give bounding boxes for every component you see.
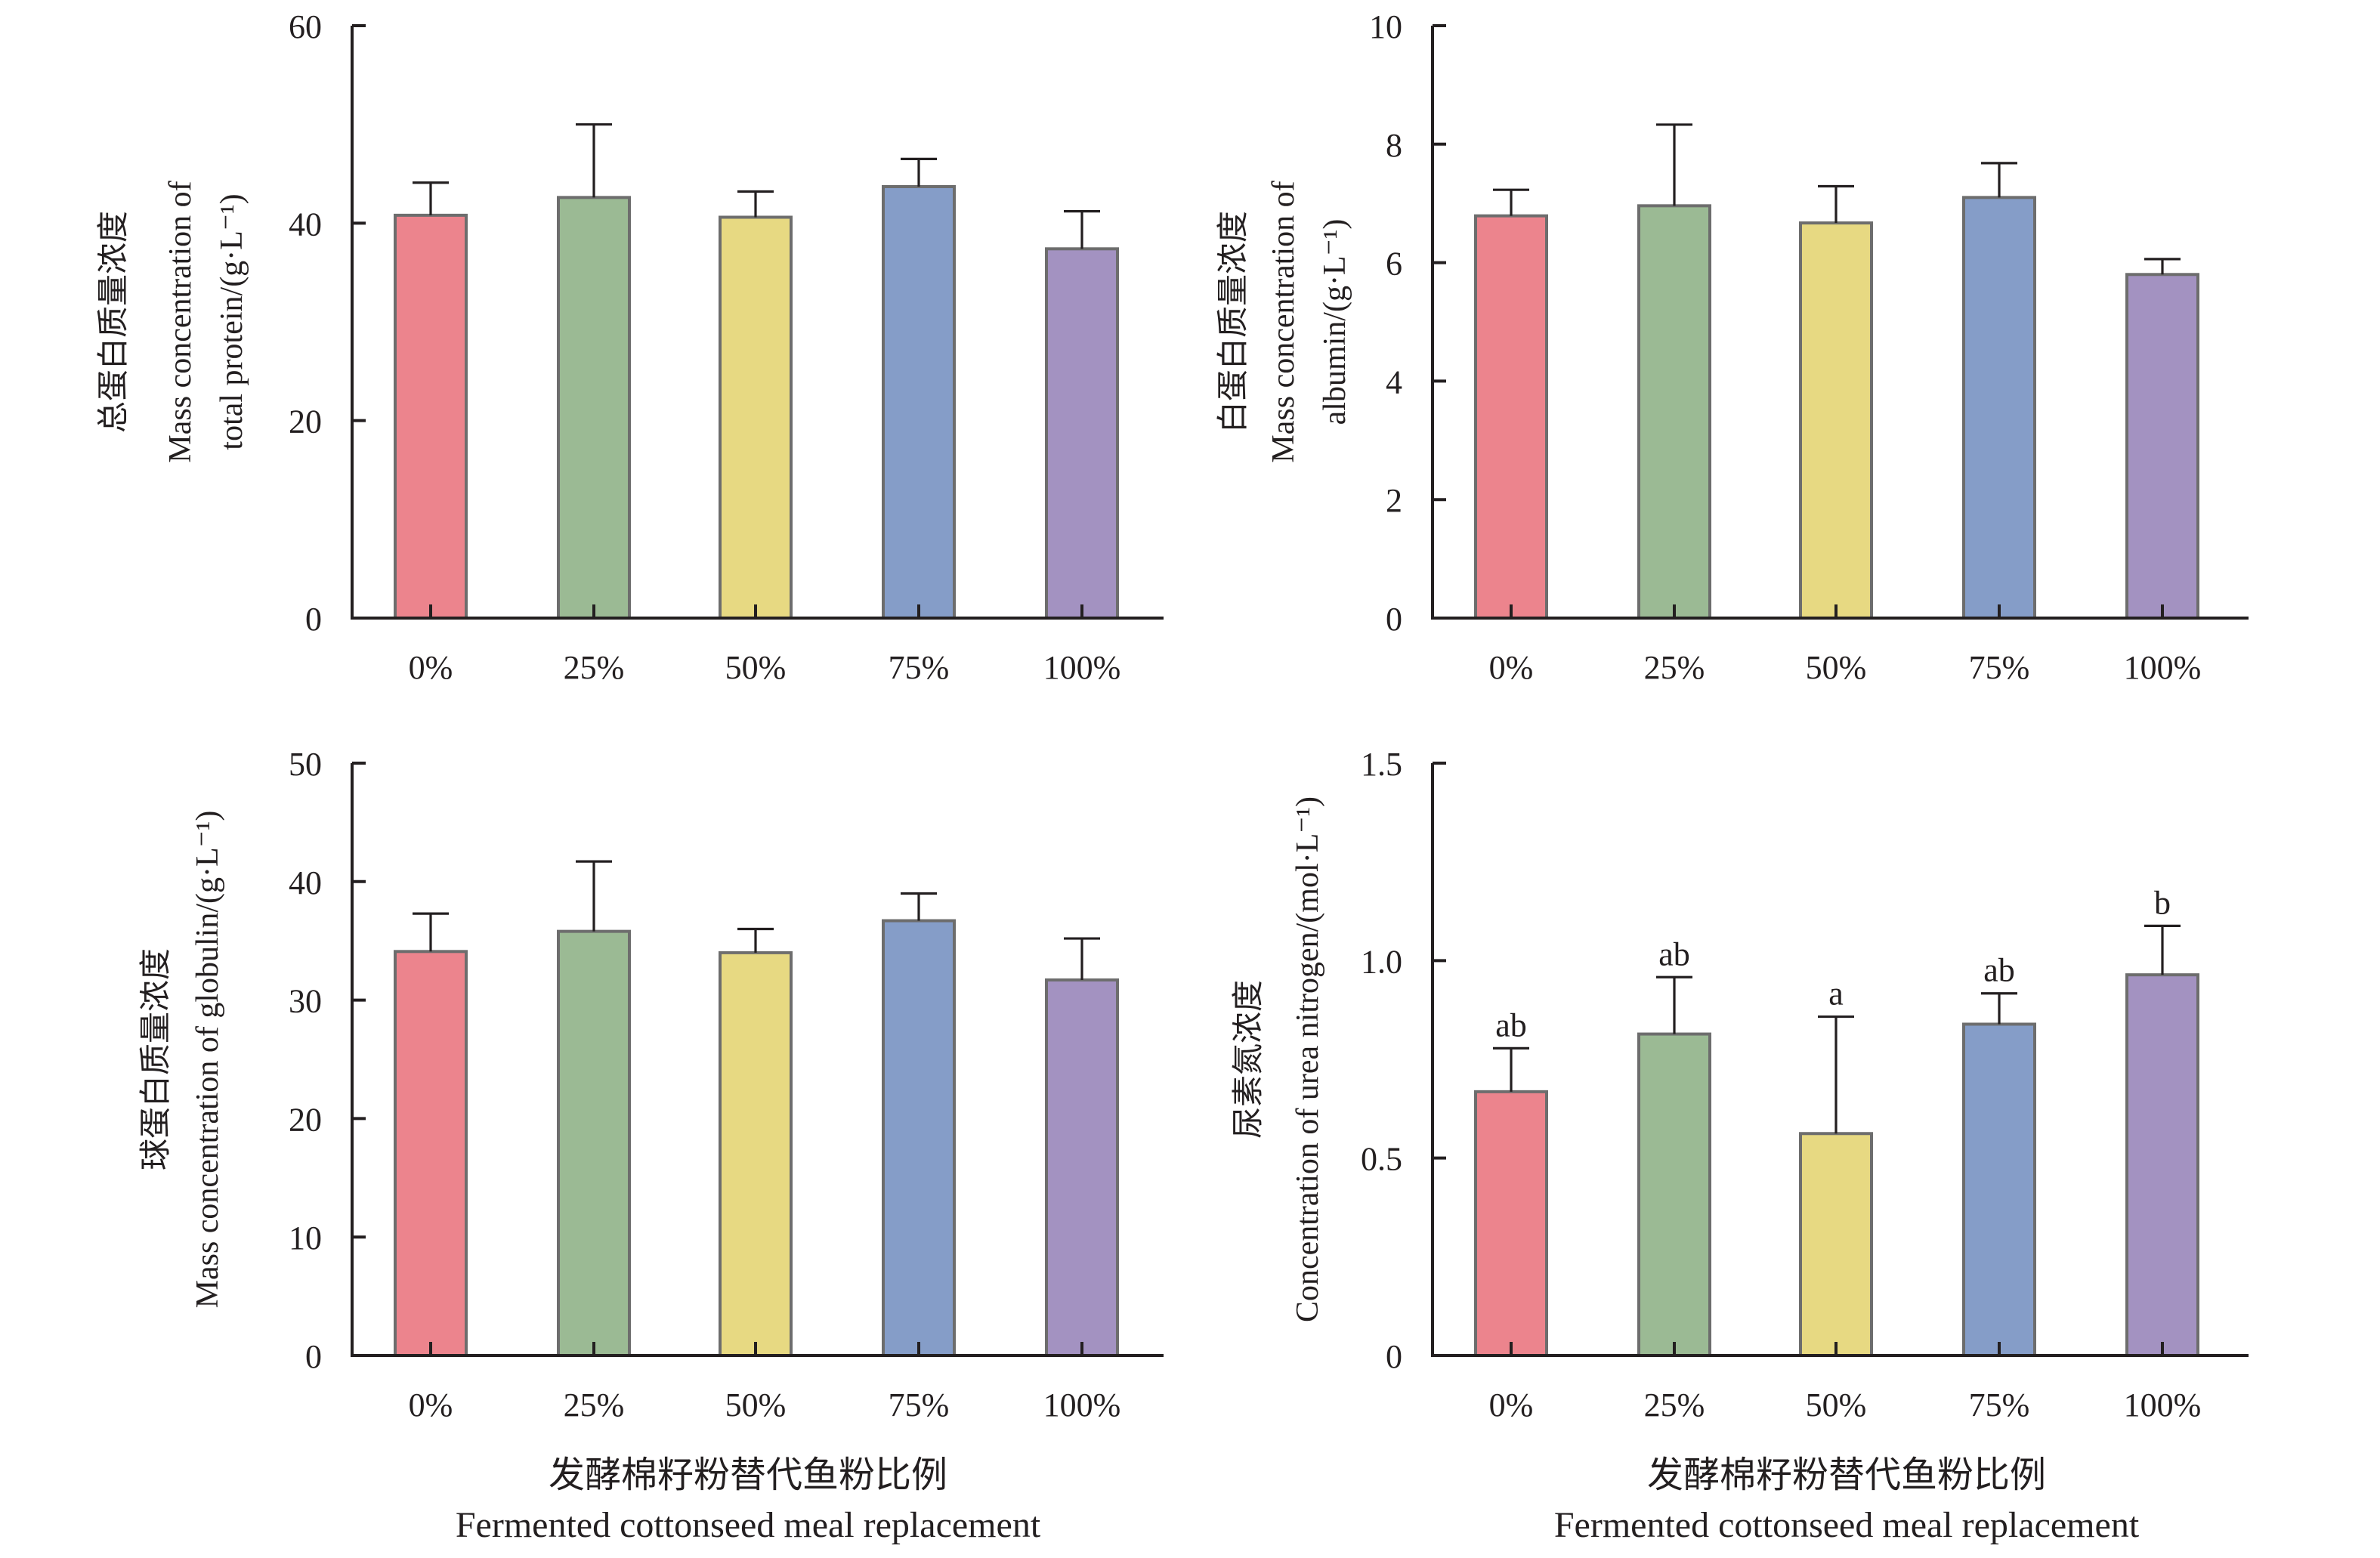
bar-albumin-4: [2125, 273, 2199, 620]
bar-total-protein-3: [882, 184, 956, 620]
y-tick-label: 6: [1386, 246, 1402, 283]
bar-urea-nitrogen-2: [1799, 1132, 1873, 1358]
x-tick-label: 75%: [889, 1386, 950, 1424]
x-tick-label: 75%: [1969, 649, 2030, 686]
y-axis-title-line: Mass concentration of: [1266, 181, 1301, 462]
x-tick-label: 100%: [2124, 1386, 2202, 1424]
bar-albumin-1: [1637, 204, 1711, 620]
panel-urea-nitrogen: 0% ab 25% ab 50% a 75% ab 100% b 0 0.5 1.0 1.5 尿素氮浓度 Co…: [1232, 746, 2249, 1424]
y-axis-title-line: 白蛋白质量浓度: [1216, 211, 1251, 433]
bar-urea-nitrogen-1: [1637, 1032, 1711, 1357]
x-tick-label: 100%: [1043, 1386, 1121, 1424]
panel-total-protein: 0% 25% 50% 75% 100% 0 20 40 60 总蛋白质量浓度 Mass concen…: [97, 8, 1164, 686]
y-tick-label: 0.5: [1361, 1141, 1402, 1178]
y-tick-label: 10: [1369, 8, 1402, 45]
significance-label: b: [2154, 884, 2171, 921]
x-tick-label: 25%: [564, 1386, 625, 1424]
x-tick-label: 25%: [1644, 649, 1705, 686]
y-axis-title-line: 球蛋白质量浓度: [139, 948, 174, 1170]
x-tick-label: 50%: [1806, 649, 1867, 686]
y-tick-label: 10: [289, 1220, 322, 1257]
bar-albumin-0: [1474, 214, 1548, 620]
bar-total-protein-2: [719, 215, 793, 620]
x-tick-label: 0%: [409, 1386, 453, 1424]
y-tick-label: 30: [289, 983, 322, 1020]
x-axis-title-en-left: Fermented cottonseed meal replacement: [456, 1505, 1041, 1545]
bar-globulin-2: [719, 951, 793, 1357]
x-tick-label: 50%: [1806, 1386, 1867, 1424]
bar-globulin-0: [394, 950, 468, 1357]
y-tick-label: 4: [1386, 363, 1402, 400]
y-axis-title-line: albumin/(g·L⁻¹): [1318, 219, 1352, 425]
y-tick-label: 2: [1386, 482, 1402, 519]
bar-albumin-3: [1962, 196, 2036, 620]
x-tick-label: 0%: [1489, 649, 1534, 686]
y-tick-label: 0: [305, 601, 322, 638]
bar-urea-nitrogen-0: [1474, 1090, 1548, 1357]
bar-urea-nitrogen-3: [1962, 1022, 2036, 1357]
y-tick-label: 1.5: [1361, 746, 1402, 783]
x-tick-label: 75%: [889, 649, 950, 686]
x-tick-label: 25%: [564, 649, 625, 686]
x-axis-title-cn-right: 发酵棉籽粉替代鱼粉比例: [1647, 1455, 2046, 1495]
significance-label: a: [1828, 975, 1844, 1012]
y-axis-title-line: Mass concentration of: [163, 181, 198, 462]
y-axis-title-line: Mass concentration of globulin/(g·L⁻¹): [190, 811, 225, 1309]
bar-globulin-4: [1045, 978, 1119, 1357]
y-tick-label: 0: [1386, 1338, 1402, 1375]
y-tick-label: 40: [289, 864, 322, 901]
x-tick-label: 100%: [2124, 649, 2202, 686]
bar-total-protein-4: [1045, 247, 1119, 620]
y-tick-label: 0: [1386, 601, 1402, 638]
y-axis-title-line: 总蛋白质量浓度: [97, 211, 131, 433]
significance-label: ab: [1658, 935, 1690, 972]
y-tick-label: 1.0: [1361, 943, 1402, 980]
y-axis-title-line: Concentration of urea nitrogen/(mol·L⁻¹): [1290, 796, 1325, 1322]
y-axis-title-line: total protein/(g·L⁻¹): [215, 193, 249, 450]
x-tick-label: 0%: [1489, 1386, 1534, 1424]
y-axis-title-line: 尿素氮浓度: [1232, 980, 1266, 1139]
x-tick-label: 50%: [725, 1386, 787, 1424]
y-tick-label: 8: [1386, 127, 1402, 164]
y-tick-label: 60: [289, 8, 322, 45]
significance-label: ab: [1983, 952, 2015, 989]
bar-globulin-3: [882, 919, 956, 1357]
x-axis-title-cn-left: 发酵棉籽粉替代鱼粉比例: [549, 1455, 947, 1495]
x-tick-label: 75%: [1969, 1386, 2030, 1424]
x-tick-label: 25%: [1644, 1386, 1705, 1424]
bar-total-protein-0: [394, 213, 468, 620]
bar-total-protein-1: [557, 196, 631, 620]
x-tick-label: 100%: [1043, 649, 1121, 686]
panel-globulin: 0% 25% 50% 75% 100% 0 10 20 30 40 50 球蛋白质量浓度 Mass co…: [139, 746, 1164, 1424]
bar-globulin-1: [557, 929, 631, 1357]
x-axis-title-en-right: Fermented cottonseed meal replacement: [1554, 1505, 2140, 1545]
y-tick-label: 50: [289, 746, 322, 783]
x-tick-label: 0%: [409, 649, 453, 686]
bar-urea-nitrogen-4: [2125, 973, 2199, 1357]
bar-albumin-2: [1799, 221, 1873, 620]
y-tick-label: 20: [289, 1101, 322, 1138]
panel-albumin: 0% 25% 50% 75% 100% 0 2 4 6 8 10 白蛋白质量浓度 Mass concen…: [1216, 8, 2249, 686]
significance-label: ab: [1495, 1006, 1527, 1043]
x-tick-label: 50%: [725, 649, 787, 686]
y-tick-label: 20: [289, 403, 322, 441]
y-tick-label: 40: [289, 206, 322, 243]
y-tick-label: 0: [305, 1338, 322, 1375]
